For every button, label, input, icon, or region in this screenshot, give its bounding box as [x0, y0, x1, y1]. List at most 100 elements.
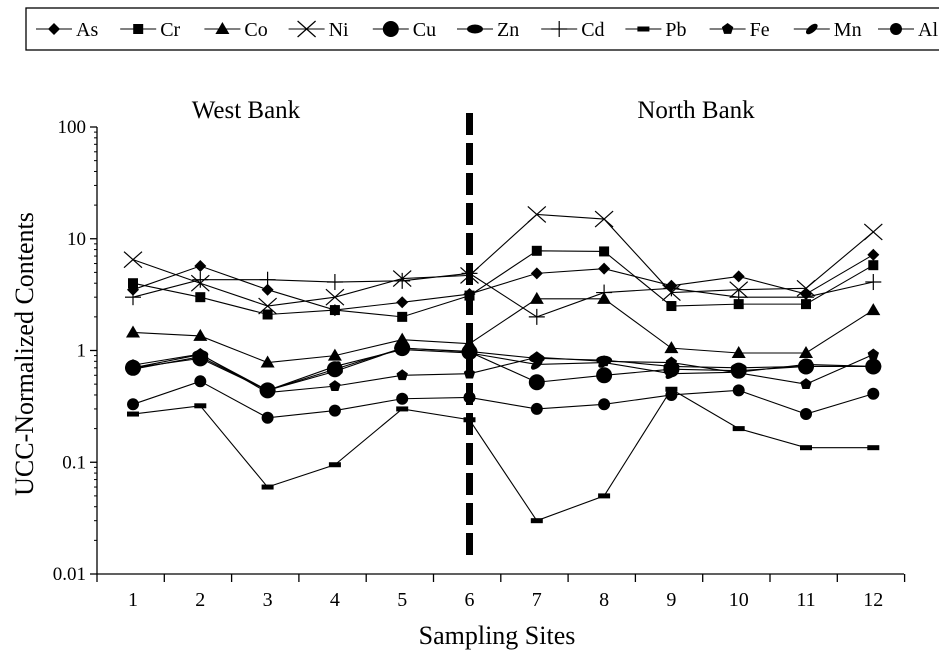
point-fe-9: [665, 356, 678, 368]
legend-label-as: As: [76, 19, 98, 41]
point-al-12: [867, 387, 880, 400]
series-line-cr: [132, 250, 874, 318]
marker-shape: [800, 378, 812, 389]
point-fe-11: [800, 378, 812, 389]
marker-shape: [329, 380, 341, 391]
legend-entry-ni: Ni: [288, 19, 349, 41]
marker-shape: [463, 391, 476, 404]
marker-shape: [328, 404, 341, 417]
legend-label-pb: Pb: [665, 19, 686, 41]
marker-shape: [261, 385, 274, 396]
marker-shape: [721, 23, 734, 34]
marker-shape: [665, 388, 678, 401]
series-line-fe: [132, 353, 874, 394]
marker-shape: [596, 367, 613, 384]
point-pb-10: [732, 426, 745, 432]
marker-shape: [382, 21, 399, 37]
legend-marker-al: [890, 23, 902, 35]
point-fe-4: [329, 380, 341, 391]
point-cd-3: [259, 271, 276, 288]
point-ni-3: [258, 297, 277, 315]
point-mn-10: [732, 366, 745, 378]
marker-shape: [194, 260, 207, 273]
marker-shape: [467, 24, 483, 34]
marker-shape: [599, 246, 610, 257]
point-fe-6: [463, 367, 476, 379]
marker-shape: [867, 348, 880, 360]
marker-shape: [463, 347, 476, 359]
series-co: [126, 291, 881, 368]
point-ni-7: [527, 205, 547, 223]
legend-entry-co: Co: [204, 19, 268, 41]
series-line-cd: [132, 272, 874, 318]
legend: As Cr Co Ni Cu Zn Cd Pb Fe Mn Al: [25, 7, 939, 51]
point-co-1: [126, 325, 140, 338]
legend-label-cu: Cu: [413, 19, 436, 41]
marker-shape: [261, 411, 274, 424]
marker-shape: [528, 374, 545, 391]
marker-shape: [800, 408, 812, 421]
point-mn-1: [127, 363, 139, 375]
legend-marker-cr: [133, 24, 144, 34]
marker-shape: [529, 291, 544, 304]
marker-shape: [193, 328, 208, 341]
point-al-9: [665, 388, 678, 401]
series-line-al: [132, 380, 874, 419]
marker-shape: [328, 462, 341, 468]
point-pb-3: [261, 484, 274, 490]
series-as: [127, 248, 880, 317]
point-mn-7: [530, 359, 543, 370]
point-cr-2: [195, 292, 206, 303]
point-cd-10: [730, 289, 747, 306]
x-tick-label: 1: [128, 589, 138, 611]
marker-shape: [261, 283, 274, 296]
marker-shape: [127, 411, 139, 417]
marker-shape: [329, 361, 341, 372]
point-mn-9: [665, 368, 678, 379]
legend-marker-pb: [637, 26, 650, 32]
marker-shape: [863, 223, 883, 241]
y-ticks: 0.01 0.1 1 10 100: [53, 117, 97, 585]
annotation-west-bank: West Bank: [192, 97, 301, 124]
point-pb-2: [194, 403, 207, 409]
x-axis-title: Sampling Sites: [419, 621, 576, 650]
axes: [96, 127, 904, 575]
marker-shape: [530, 518, 543, 524]
legend-marker-zn: [467, 24, 483, 34]
legend-label-al: Al: [918, 19, 938, 41]
marker-shape: [531, 245, 542, 256]
marker-shape: [530, 402, 543, 415]
legend-marker-cu: [382, 21, 399, 37]
legend-entry-zn: Zn: [457, 19, 519, 41]
marker-shape: [527, 205, 547, 223]
point-co-4: [327, 348, 342, 361]
x-tick-label: 2: [195, 589, 205, 611]
x-tick-label: 8: [599, 589, 609, 611]
point-cr-3: [262, 309, 273, 320]
marker-shape: [123, 251, 143, 269]
marker-shape: [868, 260, 879, 271]
y-axis-title: UCC-Normalized Contents: [10, 212, 39, 496]
marker-shape: [799, 345, 813, 358]
x-tick-label: 3: [263, 589, 273, 611]
point-pb-6: [463, 417, 476, 423]
marker-shape: [598, 262, 611, 275]
legend-marker-fe: [721, 23, 734, 34]
series-line-as: [132, 254, 874, 311]
marker-shape: [297, 20, 316, 38]
legend-label-cd: Cd: [581, 19, 604, 41]
marker-shape: [397, 311, 408, 322]
point-co-10: [731, 345, 746, 358]
marker-shape: [732, 270, 745, 283]
legend-marker-cd: [551, 21, 568, 37]
point-co-2: [193, 328, 208, 341]
marker-shape: [127, 363, 139, 375]
y-tick-label: 0.01: [53, 564, 86, 585]
marker-shape: [637, 26, 650, 32]
marker-shape: [867, 445, 880, 451]
marker-shape: [594, 210, 614, 228]
point-mn-2: [194, 351, 207, 362]
series-al: [127, 375, 880, 424]
point-cd-4: [326, 274, 343, 291]
